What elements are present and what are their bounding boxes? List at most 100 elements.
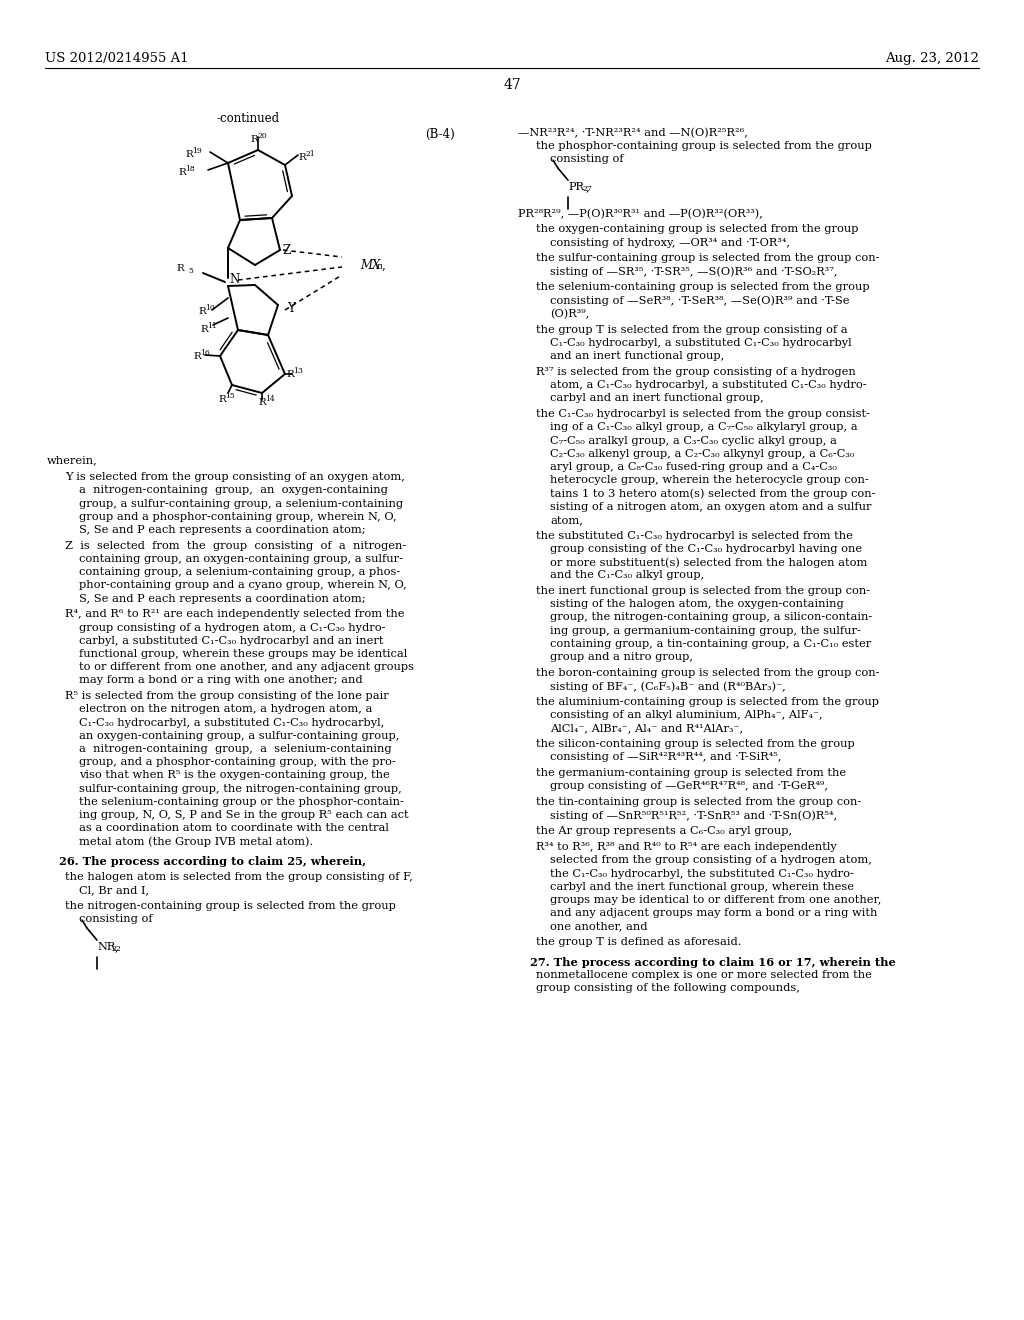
- Text: the oxygen-containing group is selected from the group: the oxygen-containing group is selected …: [536, 224, 858, 235]
- Text: 22: 22: [111, 945, 121, 953]
- Text: R: R: [193, 352, 201, 360]
- Text: or more substituent(s) selected from the halogen atom: or more substituent(s) selected from the…: [550, 557, 867, 568]
- Text: and the C₁-C₃₀ alkyl group,: and the C₁-C₃₀ alkyl group,: [550, 570, 705, 581]
- Text: n: n: [376, 261, 382, 271]
- Text: R⁵ is selected from the group consisting of the lone pair: R⁵ is selected from the group consisting…: [65, 692, 389, 701]
- Text: a  nitrogen-containing  group,  an  oxygen-containing: a nitrogen-containing group, an oxygen-c…: [79, 486, 388, 495]
- Text: sisting of BF₄⁻, (C₆F₅)₄B⁻ and (R⁴⁰BAr₃)⁻,: sisting of BF₄⁻, (C₆F₅)₄B⁻ and (R⁴⁰BAr₃)…: [550, 681, 785, 692]
- Text: metal atom (the Group IVB metal atom).: metal atom (the Group IVB metal atom).: [79, 837, 313, 847]
- Text: —NR²³R²⁴, ·T-NR²³R²⁴ and —N(O)R²⁵R²⁶,: —NR²³R²⁴, ·T-NR²³R²⁴ and —N(O)R²⁵R²⁶,: [518, 128, 748, 139]
- Text: ,: ,: [586, 182, 590, 193]
- Text: US 2012/0214955 A1: US 2012/0214955 A1: [45, 51, 188, 65]
- Text: group and a phosphor-containing group, wherein N, O,: group and a phosphor-containing group, w…: [79, 512, 396, 521]
- Text: the selenium-containing group or the phosphor-contain-: the selenium-containing group or the pho…: [79, 797, 403, 807]
- Text: the nitrogen-containing group is selected from the group: the nitrogen-containing group is selecte…: [65, 902, 396, 911]
- Text: R: R: [178, 168, 185, 177]
- Text: Aug. 23, 2012: Aug. 23, 2012: [885, 51, 979, 65]
- Text: 27. The process according to claim 16 or 17, wherein the: 27. The process according to claim 16 or…: [518, 957, 896, 968]
- Text: sisting of the halogen atom, the oxygen-containing: sisting of the halogen atom, the oxygen-…: [550, 599, 844, 610]
- Text: the group T is selected from the group consisting of a: the group T is selected from the group c…: [536, 325, 848, 335]
- Text: as a coordination atom to coordinate with the central: as a coordination atom to coordinate wit…: [79, 824, 389, 833]
- Text: R: R: [200, 325, 208, 334]
- Text: the germanium-containing group is selected from the: the germanium-containing group is select…: [536, 768, 846, 779]
- Text: C₇-C₅₀ aralkyl group, a C₃-C₃₀ cyclic alkyl group, a: C₇-C₅₀ aralkyl group, a C₃-C₃₀ cyclic al…: [550, 436, 837, 446]
- Text: the phosphor-containing group is selected from the group: the phosphor-containing group is selecte…: [536, 141, 871, 152]
- Text: containing group, a tin-containing group, a C₁-C₁₀ ester: containing group, a tin-containing group…: [550, 639, 871, 649]
- Text: consisting of: consisting of: [79, 915, 153, 924]
- Text: group, a sulfur-containing group, a selenium-containing: group, a sulfur-containing group, a sele…: [79, 499, 403, 508]
- Text: heterocycle group, wherein the heterocycle group con-: heterocycle group, wherein the heterocyc…: [550, 475, 868, 486]
- Text: R: R: [218, 395, 225, 404]
- Text: electron on the nitrogen atom, a hydrogen atom, a: electron on the nitrogen atom, a hydroge…: [79, 705, 373, 714]
- Text: sisting of —SR³⁵, ·T-SR³⁵, —S(O)R³⁶ and ·T-SO₂R³⁷,: sisting of —SR³⁵, ·T-SR³⁵, —S(O)R³⁶ and …: [550, 267, 838, 277]
- Text: PR²⁸R²⁹, —P(O)R³⁰R³¹ and —P(O)R³²(OR³³),: PR²⁸R²⁹, —P(O)R³⁰R³¹ and —P(O)R³²(OR³³),: [518, 209, 763, 219]
- Text: wherein,: wherein,: [47, 455, 97, 465]
- Text: Y is selected from the group consisting of an oxygen atom,: Y is selected from the group consisting …: [65, 473, 404, 482]
- Text: C₁-C₃₀ hydrocarbyl, a substituted C₁-C₃₀ hydrocarbyl: C₁-C₃₀ hydrocarbyl, a substituted C₁-C₃₀…: [550, 338, 852, 348]
- Text: consisting of —SiR⁴²R⁴³R⁴⁴, and ·T-SiR⁴⁵,: consisting of —SiR⁴²R⁴³R⁴⁴, and ·T-SiR⁴⁵…: [550, 752, 781, 763]
- Text: atom,: atom,: [550, 515, 583, 525]
- Text: functional group, wherein these groups may be identical: functional group, wherein these groups m…: [79, 649, 408, 659]
- Text: 16: 16: [200, 348, 210, 356]
- Text: R³⁴ to R³⁶, R³⁸ and R⁴⁰ to R⁵⁴ are each independently: R³⁴ to R³⁶, R³⁸ and R⁴⁰ to R⁵⁴ are each …: [536, 842, 837, 853]
- Text: R: R: [258, 399, 266, 407]
- Text: AlCl₄⁻, AlBr₄⁻, Al₄⁻ and R⁴¹AlAr₃⁻,: AlCl₄⁻, AlBr₄⁻, Al₄⁻ and R⁴¹AlAr₃⁻,: [550, 723, 743, 734]
- Text: consisting of —SeR³⁸, ·T-SeR³⁸, —Se(O)R³⁹ and ·T-Se: consisting of —SeR³⁸, ·T-SeR³⁸, —Se(O)R³…: [550, 296, 850, 306]
- Text: R⁴, and R⁶ to R²¹ are each independently selected from the: R⁴, and R⁶ to R²¹ are each independently…: [65, 610, 404, 619]
- Text: the aluminium-containing group is selected from the group: the aluminium-containing group is select…: [536, 697, 879, 708]
- Text: an oxygen-containing group, a sulfur-containing group,: an oxygen-containing group, a sulfur-con…: [79, 731, 399, 741]
- Text: R: R: [185, 150, 193, 158]
- Text: the silicon-containing group is selected from the group: the silicon-containing group is selected…: [536, 739, 855, 750]
- Text: and an inert functional group,: and an inert functional group,: [550, 351, 724, 362]
- Text: the substituted C₁-C₃₀ hydrocarbyl is selected from the: the substituted C₁-C₃₀ hydrocarbyl is se…: [536, 531, 853, 541]
- Text: R: R: [198, 308, 206, 315]
- Text: Y: Y: [287, 302, 295, 315]
- Text: ,: ,: [382, 259, 386, 272]
- Text: 14: 14: [265, 395, 274, 403]
- Text: ing group, a germanium-containing group, the sulfur-: ing group, a germanium-containing group,…: [550, 626, 861, 636]
- Text: MX: MX: [360, 259, 380, 272]
- Text: nonmetallocene complex is one or more selected from the: nonmetallocene complex is one or more se…: [536, 970, 871, 981]
- Text: ing group, N, O, S, P and Se in the group R⁵ each can act: ing group, N, O, S, P and Se in the grou…: [79, 810, 409, 820]
- Text: selected from the group consisting of a hydrogen atom,: selected from the group consisting of a …: [550, 855, 871, 866]
- Text: and any adjacent groups may form a bond or a ring with: and any adjacent groups may form a bond …: [550, 908, 878, 919]
- Text: viso that when R⁵ is the oxygen-containing group, the: viso that when R⁵ is the oxygen-containi…: [79, 771, 390, 780]
- Text: C₁-C₃₀ hydrocarbyl, a substituted C₁-C₃₀ hydrocarbyl,: C₁-C₃₀ hydrocarbyl, a substituted C₁-C₃₀…: [79, 718, 384, 727]
- Text: the tin-containing group is selected from the group con-: the tin-containing group is selected fro…: [536, 797, 861, 808]
- Text: one another, and: one another, and: [550, 921, 647, 932]
- Text: R: R: [286, 370, 294, 379]
- Text: 19: 19: [193, 147, 202, 154]
- Text: Cl, Br and I,: Cl, Br and I,: [79, 886, 150, 895]
- Text: R: R: [176, 264, 183, 273]
- Text: 27: 27: [582, 185, 592, 193]
- Text: to or different from one another, and any adjacent groups: to or different from one another, and an…: [79, 663, 414, 672]
- Text: R³⁷ is selected from the group consisting of a hydrogen: R³⁷ is selected from the group consistin…: [536, 367, 856, 378]
- Text: group consisting of —GeR⁴⁶R⁴⁷R⁴⁸, and ·T-GeR⁴⁹,: group consisting of —GeR⁴⁶R⁴⁷R⁴⁸, and ·T…: [550, 781, 828, 792]
- Text: carbyl and the inert functional group, wherein these: carbyl and the inert functional group, w…: [550, 882, 854, 892]
- Text: sulfur-containing group, the nitrogen-containing group,: sulfur-containing group, the nitrogen-co…: [79, 784, 401, 793]
- Text: 26. The process according to claim 25, wherein,: 26. The process according to claim 25, w…: [47, 857, 367, 867]
- Text: R: R: [298, 153, 306, 162]
- Text: NR: NR: [97, 942, 116, 952]
- Text: S, Se and P each represents a coordination atom;: S, Se and P each represents a coordinati…: [79, 594, 366, 603]
- Text: PR: PR: [568, 182, 584, 193]
- Text: 10: 10: [205, 304, 215, 312]
- Text: consisting of hydroxy, —OR³⁴ and ·T-OR³⁴,: consisting of hydroxy, —OR³⁴ and ·T-OR³⁴…: [550, 238, 790, 248]
- Text: S, Se and P each represents a coordination atom;: S, Se and P each represents a coordinati…: [79, 525, 366, 535]
- Text: the group T is defined as aforesaid.: the group T is defined as aforesaid.: [536, 937, 741, 948]
- Text: containing group, an oxygen-containing group, a sulfur-: containing group, an oxygen-containing g…: [79, 554, 403, 564]
- Text: the inert functional group is selected from the group con-: the inert functional group is selected f…: [536, 586, 870, 597]
- Text: consisting of an alkyl aluminium, AlPh₄⁻, AlF₄⁻,: consisting of an alkyl aluminium, AlPh₄⁻…: [550, 710, 822, 721]
- Text: Z: Z: [282, 244, 290, 257]
- Text: (O)R³⁹,: (O)R³⁹,: [550, 309, 590, 319]
- Text: the boron-containing group is selected from the group con-: the boron-containing group is selected f…: [536, 668, 880, 678]
- Text: phor-containing group and a cyano group, wherein N, O,: phor-containing group and a cyano group,…: [79, 581, 407, 590]
- Text: 5: 5: [188, 267, 193, 275]
- Text: -continued: -continued: [216, 112, 280, 125]
- Text: 15: 15: [225, 392, 234, 400]
- Text: the Ar group represents a C₆-C₃₀ aryl group,: the Ar group represents a C₆-C₃₀ aryl gr…: [536, 826, 793, 837]
- Text: 47: 47: [503, 78, 521, 92]
- Text: group consisting of a hydrogen atom, a C₁-C₃₀ hydro-: group consisting of a hydrogen atom, a C…: [79, 623, 385, 632]
- Text: group and a nitro group,: group and a nitro group,: [550, 652, 693, 663]
- Text: carbyl, a substituted C₁-C₃₀ hydrocarbyl and an inert: carbyl, a substituted C₁-C₃₀ hydrocarbyl…: [79, 636, 384, 645]
